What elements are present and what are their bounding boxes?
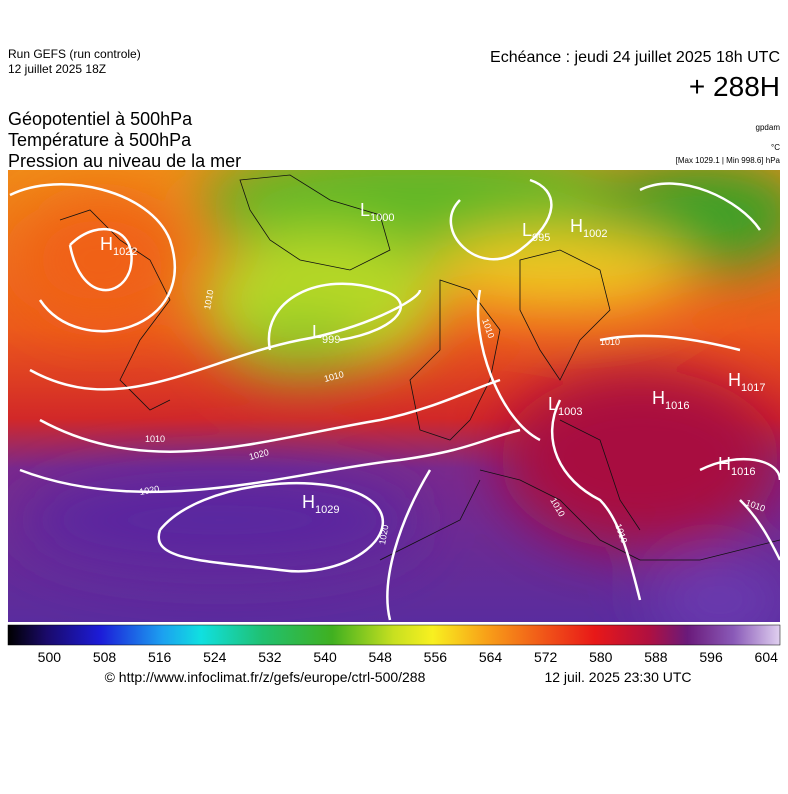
- scale-tick-label: 596: [699, 649, 723, 665]
- svg-text:H1016: H1016: [652, 388, 689, 412]
- scale-tick-label: 532: [258, 649, 282, 665]
- scale-tick-label: 508: [93, 649, 117, 665]
- center-value: 1016: [665, 400, 689, 412]
- center-value: 1003: [558, 406, 582, 418]
- center-letter: H: [570, 216, 583, 236]
- generated: 12 juil. 2025 23:30 UTC: [544, 669, 691, 685]
- svg-text:H1017: H1017: [728, 370, 765, 394]
- center-letter: L: [360, 200, 370, 220]
- scale-tick-label: 564: [479, 649, 503, 665]
- svg-text:L999: L999: [312, 322, 340, 346]
- svg-text:L1000: L1000: [360, 200, 395, 224]
- color-scale: [7, 624, 781, 646]
- run-date: 12 juillet 2025 18Z: [8, 62, 106, 76]
- center-letter: H: [100, 234, 113, 254]
- scale-tick-label: 588: [644, 649, 668, 665]
- unit: °C: [771, 143, 780, 152]
- center-letter: H: [652, 388, 665, 408]
- isobar-label: 1010: [145, 434, 165, 444]
- isobar-label: 1010: [600, 337, 620, 347]
- center-letter: L: [522, 220, 532, 240]
- svg-text:H1016: H1016: [718, 454, 755, 478]
- run: Run GEFS (run controle): [8, 47, 141, 61]
- center-value: 1000: [370, 212, 394, 224]
- map: [8, 170, 780, 622]
- center-value: 1029: [315, 504, 339, 516]
- isobar-label: 1020: [377, 524, 390, 545]
- scale-tick-label: 500: [38, 649, 62, 665]
- center-value: 1022: [113, 246, 137, 258]
- svg-text:L995: L995: [522, 220, 550, 244]
- scale-tick-label: 516: [148, 649, 172, 665]
- legend-line: Température à 500hPa: [8, 130, 192, 150]
- legend-line: Pression au niveau de la mer: [8, 151, 241, 171]
- center-value: 995: [532, 232, 550, 244]
- isobar-label: 1010: [202, 289, 215, 310]
- source-url: © http://www.infoclimat.fr/z/gefs/europe…: [105, 669, 426, 685]
- svg-text:H1029: H1029: [302, 492, 339, 516]
- scale-tick-label: 540: [313, 649, 337, 665]
- isobar-label: 1020: [139, 484, 160, 497]
- scale-tick-label: 548: [369, 649, 393, 665]
- legend-line: Géopotentiel à 500hPa: [8, 109, 193, 129]
- svg-text:H1002: H1002: [570, 216, 607, 240]
- center-value: 1002: [583, 228, 607, 240]
- scale-tick-label: 580: [589, 649, 613, 665]
- center-value: 999: [322, 334, 340, 346]
- scale-tick-label: 572: [534, 649, 558, 665]
- scale-tick-label: 524: [203, 649, 227, 665]
- lead-time: + 288H: [689, 71, 780, 102]
- unit: gpdam: [756, 123, 781, 132]
- scale-tick-label: 556: [424, 649, 448, 665]
- pressure-centers: H1022 L1000 L995 H1002 L999 H1017 H1016 …: [100, 200, 765, 516]
- center-letter: H: [718, 454, 731, 474]
- center-letter: L: [312, 322, 322, 342]
- pressure-range: [Max 1029.1 | Min 998.6] hPa: [676, 156, 781, 165]
- center-letter: H: [302, 492, 315, 512]
- center-letter: H: [728, 370, 741, 390]
- center-letter: L: [548, 394, 558, 414]
- scale-ticks: 500 508 516 524 532 540 548 556 564 572 580 588 596 6…: [38, 649, 778, 665]
- scale-tick-label: 604: [755, 649, 779, 665]
- svg-text:L1003: L1003: [548, 394, 583, 418]
- svg-text:H1022: H1022: [100, 234, 137, 258]
- center-value: 1017: [741, 382, 765, 394]
- center-value: 1016: [731, 466, 755, 478]
- forecast: Echéance : jeudi 24 juillet 2025 18h UTC: [490, 49, 780, 66]
